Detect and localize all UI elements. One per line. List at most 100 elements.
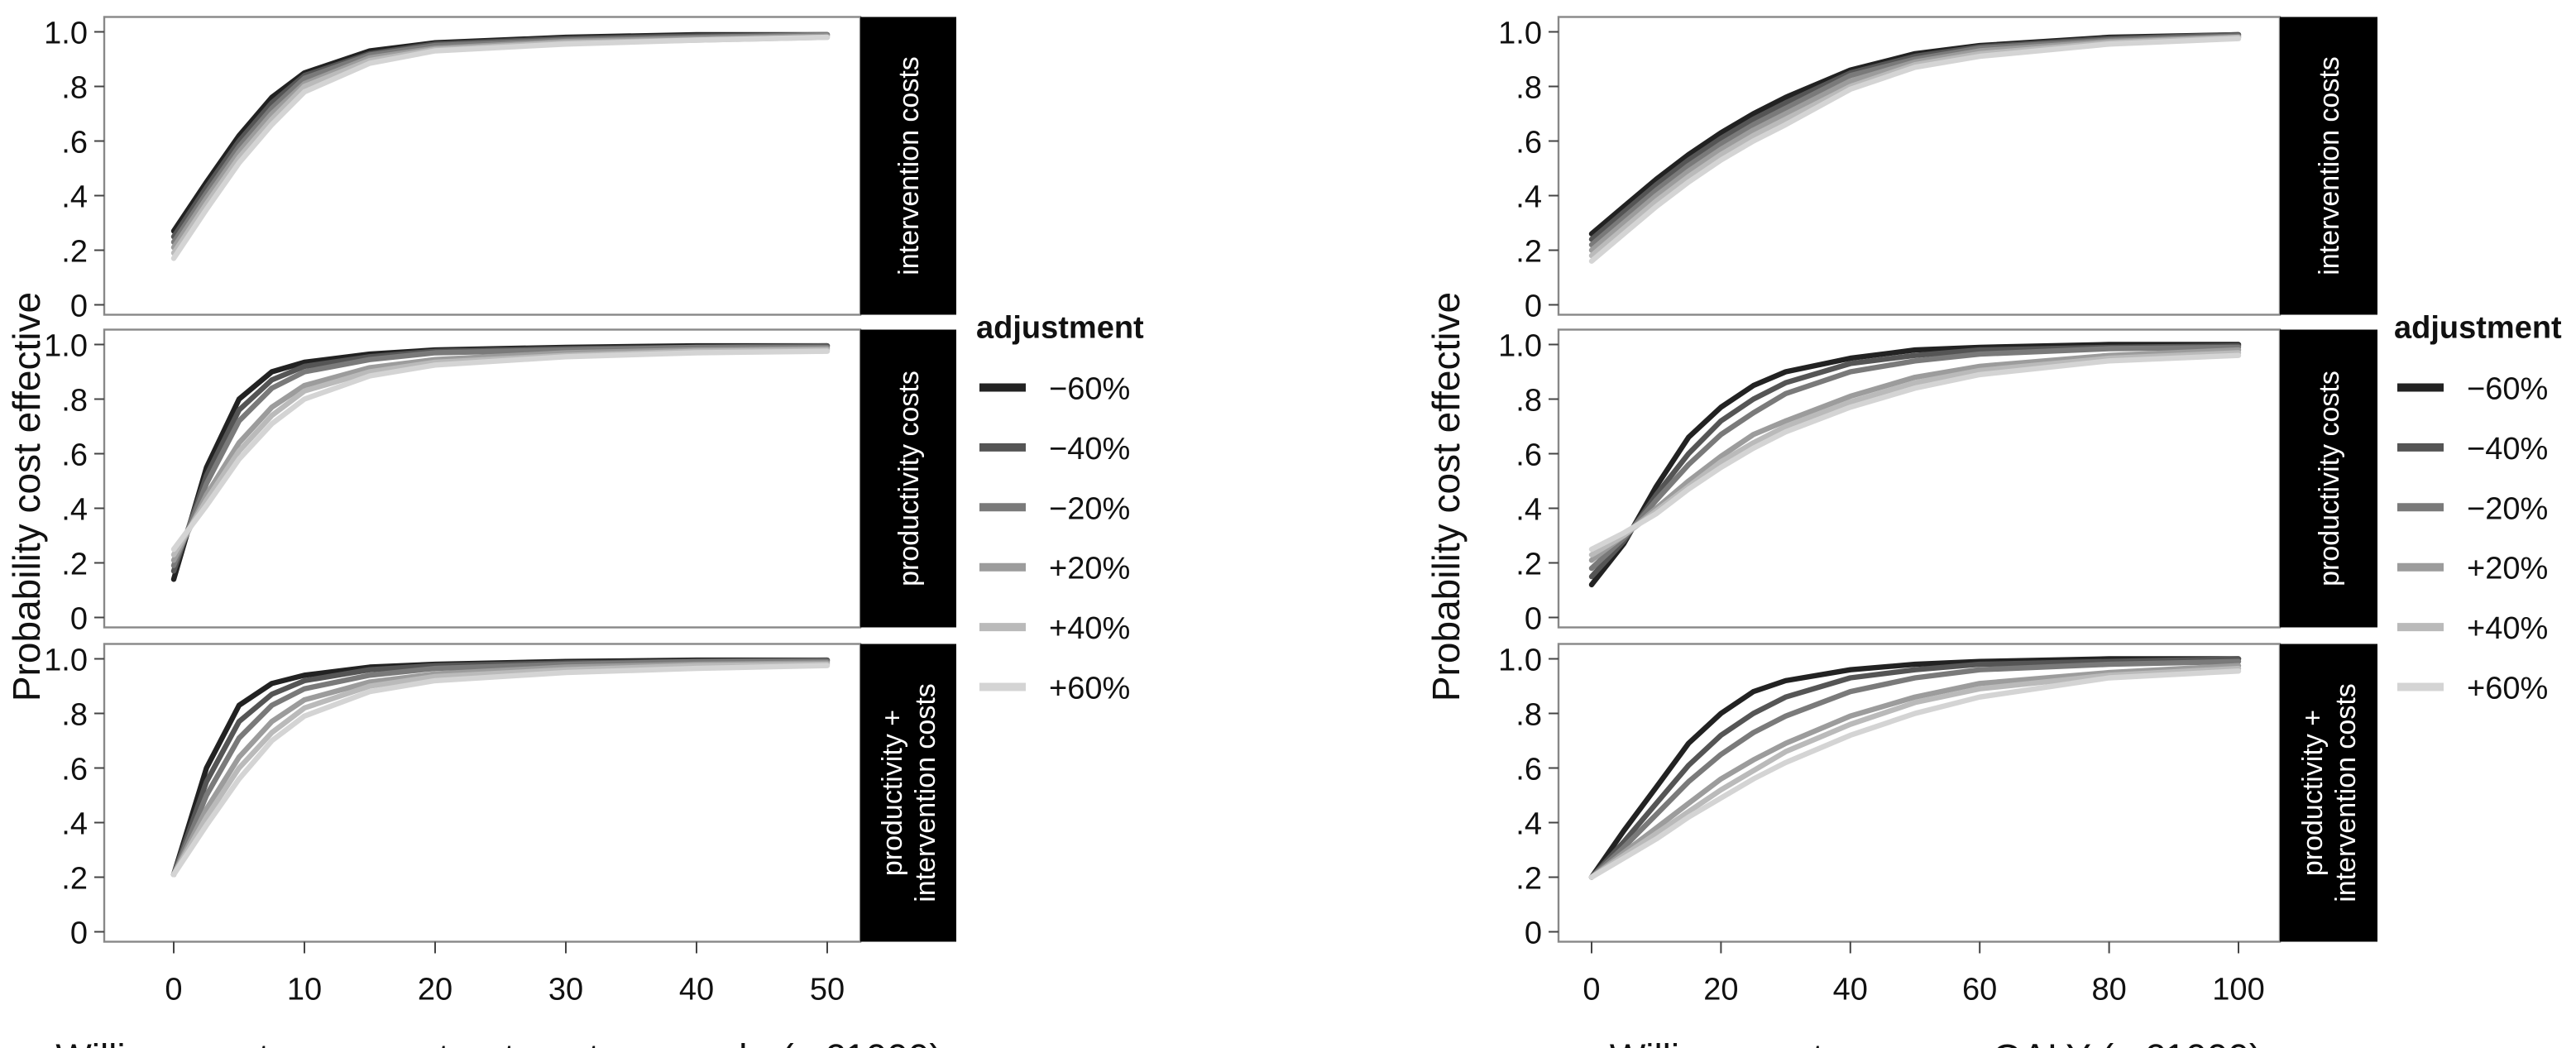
x-tick-label: 20 [1703, 973, 1738, 1007]
legend-label: +40% [2467, 611, 2548, 646]
legend-title: adjustment [2394, 311, 2562, 346]
panel-strip [2280, 17, 2377, 315]
y-tick-label: .2 [61, 862, 88, 897]
series-line-60-plus [1588, 36, 2242, 264]
series-line-60-minus [1588, 342, 2242, 588]
y-tick-label: .4 [1515, 180, 1542, 215]
panel-3: productivity + intervention costs 1.0 .8 .6.… [1498, 643, 2377, 951]
panel-2: productivity costs 1.0 .8 .6 .4 .2 0 [1498, 328, 2377, 637]
legend-label: −20% [1049, 491, 1130, 526]
series-line-60-plus [170, 34, 831, 261]
y-tick-label: 0 [1525, 602, 1542, 637]
panel-strip-label: productivity + [2297, 710, 2329, 876]
legend: adjustment −60% −40% −20% +20% +40% +60% [2394, 311, 2562, 706]
panel-strip [2280, 329, 2377, 628]
y-tick-label: .6 [1515, 438, 1542, 473]
y-tick-label: .4 [1515, 807, 1542, 842]
y-tick-label: .2 [1515, 235, 1542, 270]
panel-strip-label: intervention costs [893, 56, 925, 275]
x-tick-label: 0 [165, 973, 182, 1007]
chart-1: intervention costs 1.0 .8 .6 .4 .2 0 productivi… [5, 16, 1144, 1048]
y-axis-title: Probability cost effective [1424, 292, 1468, 701]
legend-title: adjustment [976, 311, 1144, 346]
series-line-60-plus [1588, 668, 2242, 880]
y-tick-label: .2 [1515, 548, 1542, 582]
chart-2: intervention costs1.0.8.6.4.20productivi… [1424, 16, 2562, 1048]
y-tick-label: .8 [61, 384, 88, 419]
legend-label: +60% [1049, 672, 1130, 706]
y-tick-label: .6 [61, 753, 88, 787]
y-tick-label: 0 [1525, 916, 1542, 951]
series-line-60-plus [1588, 352, 2242, 553]
panel-strip [860, 329, 956, 628]
panel-1: intervention costs 1.0 .8 .6 .4 .2 0 [1498, 16, 2377, 324]
y-tick-label: 0 [70, 290, 88, 324]
y-tick-label: .6 [61, 438, 88, 473]
y-tick-label: .4 [61, 180, 88, 215]
legend-label: +60% [2467, 672, 2548, 706]
y-tick-label: 0 [1525, 290, 1542, 324]
panel-strip-label: productivity + [877, 710, 908, 876]
series-line-40-plus [170, 661, 831, 878]
series-line-60-plus [170, 663, 831, 878]
panel-strip [860, 17, 956, 315]
legend-label: +20% [1049, 552, 1130, 586]
x-tick-label: 0 [1582, 973, 1600, 1007]
panel-2: productivity costs 1.0 .8 .6 .4 .2 0 [44, 328, 956, 637]
y-tick-label: .8 [1515, 384, 1542, 419]
y-tick-label: 0 [70, 916, 88, 951]
series-line-20-minus [170, 344, 831, 568]
y-tick-label: .8 [1515, 698, 1542, 733]
y-tick-label: .4 [1515, 493, 1542, 528]
x-tick-label: 10 [287, 973, 322, 1007]
x-tick-label: 20 [418, 973, 452, 1007]
panel-strip [2280, 644, 2377, 942]
y-tick-label: .2 [61, 548, 88, 582]
y-tick-label: 1.0 [44, 17, 88, 51]
y-tick-label: .8 [61, 698, 88, 733]
y-tick-label: 1.0 [44, 329, 88, 364]
series-line-20-minus [1588, 344, 2242, 572]
legend: adjustment −60% −40% −20% +20% +40% +60% [976, 311, 1144, 706]
y-tick-label: .6 [1515, 753, 1542, 787]
legend-label: +40% [1049, 611, 1130, 646]
x-tick-label: 40 [1833, 973, 1868, 1007]
legend-label: −20% [2467, 491, 2548, 526]
legend-label: −60% [2467, 372, 2548, 407]
x-tick-label: 40 [679, 973, 714, 1007]
legend-label: −40% [2467, 432, 2548, 467]
series-line-20-plus [1588, 663, 2242, 880]
panel-3: productivity + intervention costs 1.0 .8 .6.… [44, 643, 956, 951]
x-tick-label: 60 [1962, 973, 1997, 1007]
y-tick-label: .2 [61, 235, 88, 270]
legend-label: +20% [2467, 552, 2548, 586]
x-tick-label: 100 [2212, 973, 2264, 1007]
y-axis-title: Probability cost effective [5, 292, 48, 701]
y-tick-label: .2 [1515, 862, 1542, 897]
series-line-40-minus [1588, 656, 2242, 880]
y-tick-label: .4 [61, 807, 88, 842]
series-line-60-minus [1588, 656, 2242, 880]
x-axis-title: Willingness to pay per QALY (x €1000) [1610, 1036, 2262, 1048]
y-tick-label: .8 [61, 71, 88, 106]
x-tick-label: 50 [810, 973, 845, 1007]
panel-strip [860, 644, 956, 942]
y-tick-label: 1.0 [1498, 17, 1542, 51]
panel-strip-label: intervention costs [2330, 683, 2362, 902]
panel-strip-label: intervention costs [2314, 56, 2345, 275]
y-tick-label: 0 [70, 602, 88, 637]
panel-1: intervention costs 1.0 .8 .6 .4 .2 0 [44, 16, 956, 324]
y-tick-label: 1.0 [1498, 644, 1542, 678]
panel-strip-label: intervention costs [910, 683, 941, 902]
legend-label: −60% [1049, 372, 1130, 407]
series-line-20-minus [170, 658, 831, 878]
x-axis-title: Willingness to pay per treatment respond… [55, 1036, 941, 1048]
x-tick-label: 30 [548, 973, 583, 1007]
series-line-40-plus [1588, 665, 2242, 880]
legend-label: −40% [1049, 432, 1130, 467]
series-line-60-plus [170, 348, 831, 553]
y-tick-label: .6 [1515, 126, 1542, 160]
y-tick-label: .4 [61, 493, 88, 528]
